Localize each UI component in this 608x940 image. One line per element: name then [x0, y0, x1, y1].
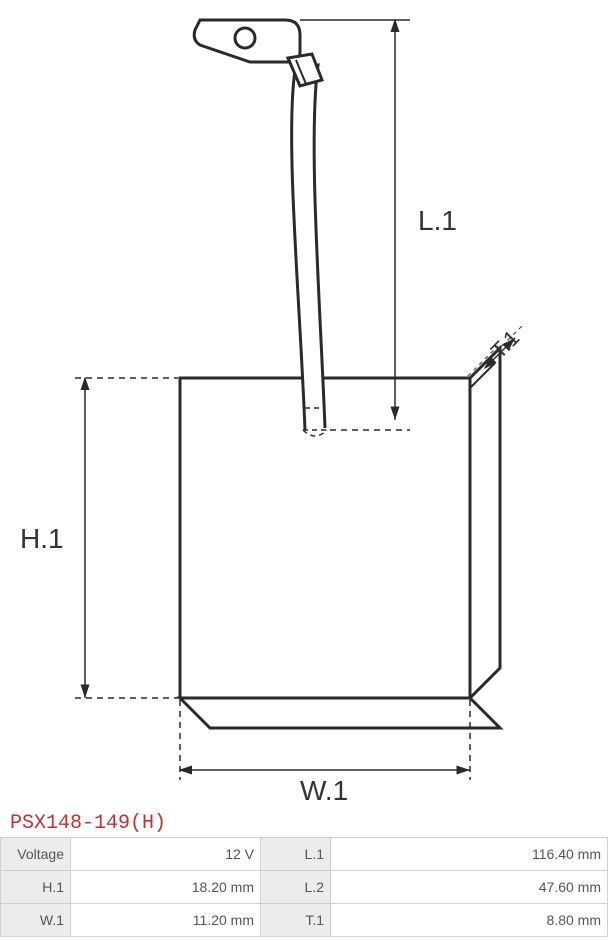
dim-label-l1: L.1 — [418, 205, 457, 236]
table-row: W.111.20 mmT.18.80 mm — [1, 904, 608, 937]
technical-diagram: L.1 H.1 W.1 T.1 — [0, 0, 608, 810]
spec-value: 12 V — [71, 838, 261, 871]
spec-value: 47.60 mm — [331, 871, 608, 904]
spec-key: L.1 — [261, 838, 331, 871]
spec-value: 116.40 mm — [331, 838, 608, 871]
spec-key: Voltage — [1, 838, 71, 871]
spec-value: 11.20 mm — [71, 904, 261, 937]
table-row: H.118.20 mmL.247.60 mm — [1, 871, 608, 904]
spec-key: L.2 — [261, 871, 331, 904]
dim-label-w1: W.1 — [300, 775, 348, 806]
spec-value: 18.20 mm — [71, 871, 261, 904]
spec-key: W.1 — [1, 904, 71, 937]
spec-value: 8.80 mm — [331, 904, 608, 937]
spec-table: Voltage12 VL.1116.40 mmH.118.20 mmL.247.… — [0, 837, 608, 937]
spec-key: T.1 — [261, 904, 331, 937]
dim-label-h1: H.1 — [20, 523, 64, 554]
table-row: Voltage12 VL.1116.40 mm — [1, 838, 608, 871]
product-code-title: PSX148-149(H) — [0, 810, 608, 837]
spec-key: H.1 — [1, 871, 71, 904]
